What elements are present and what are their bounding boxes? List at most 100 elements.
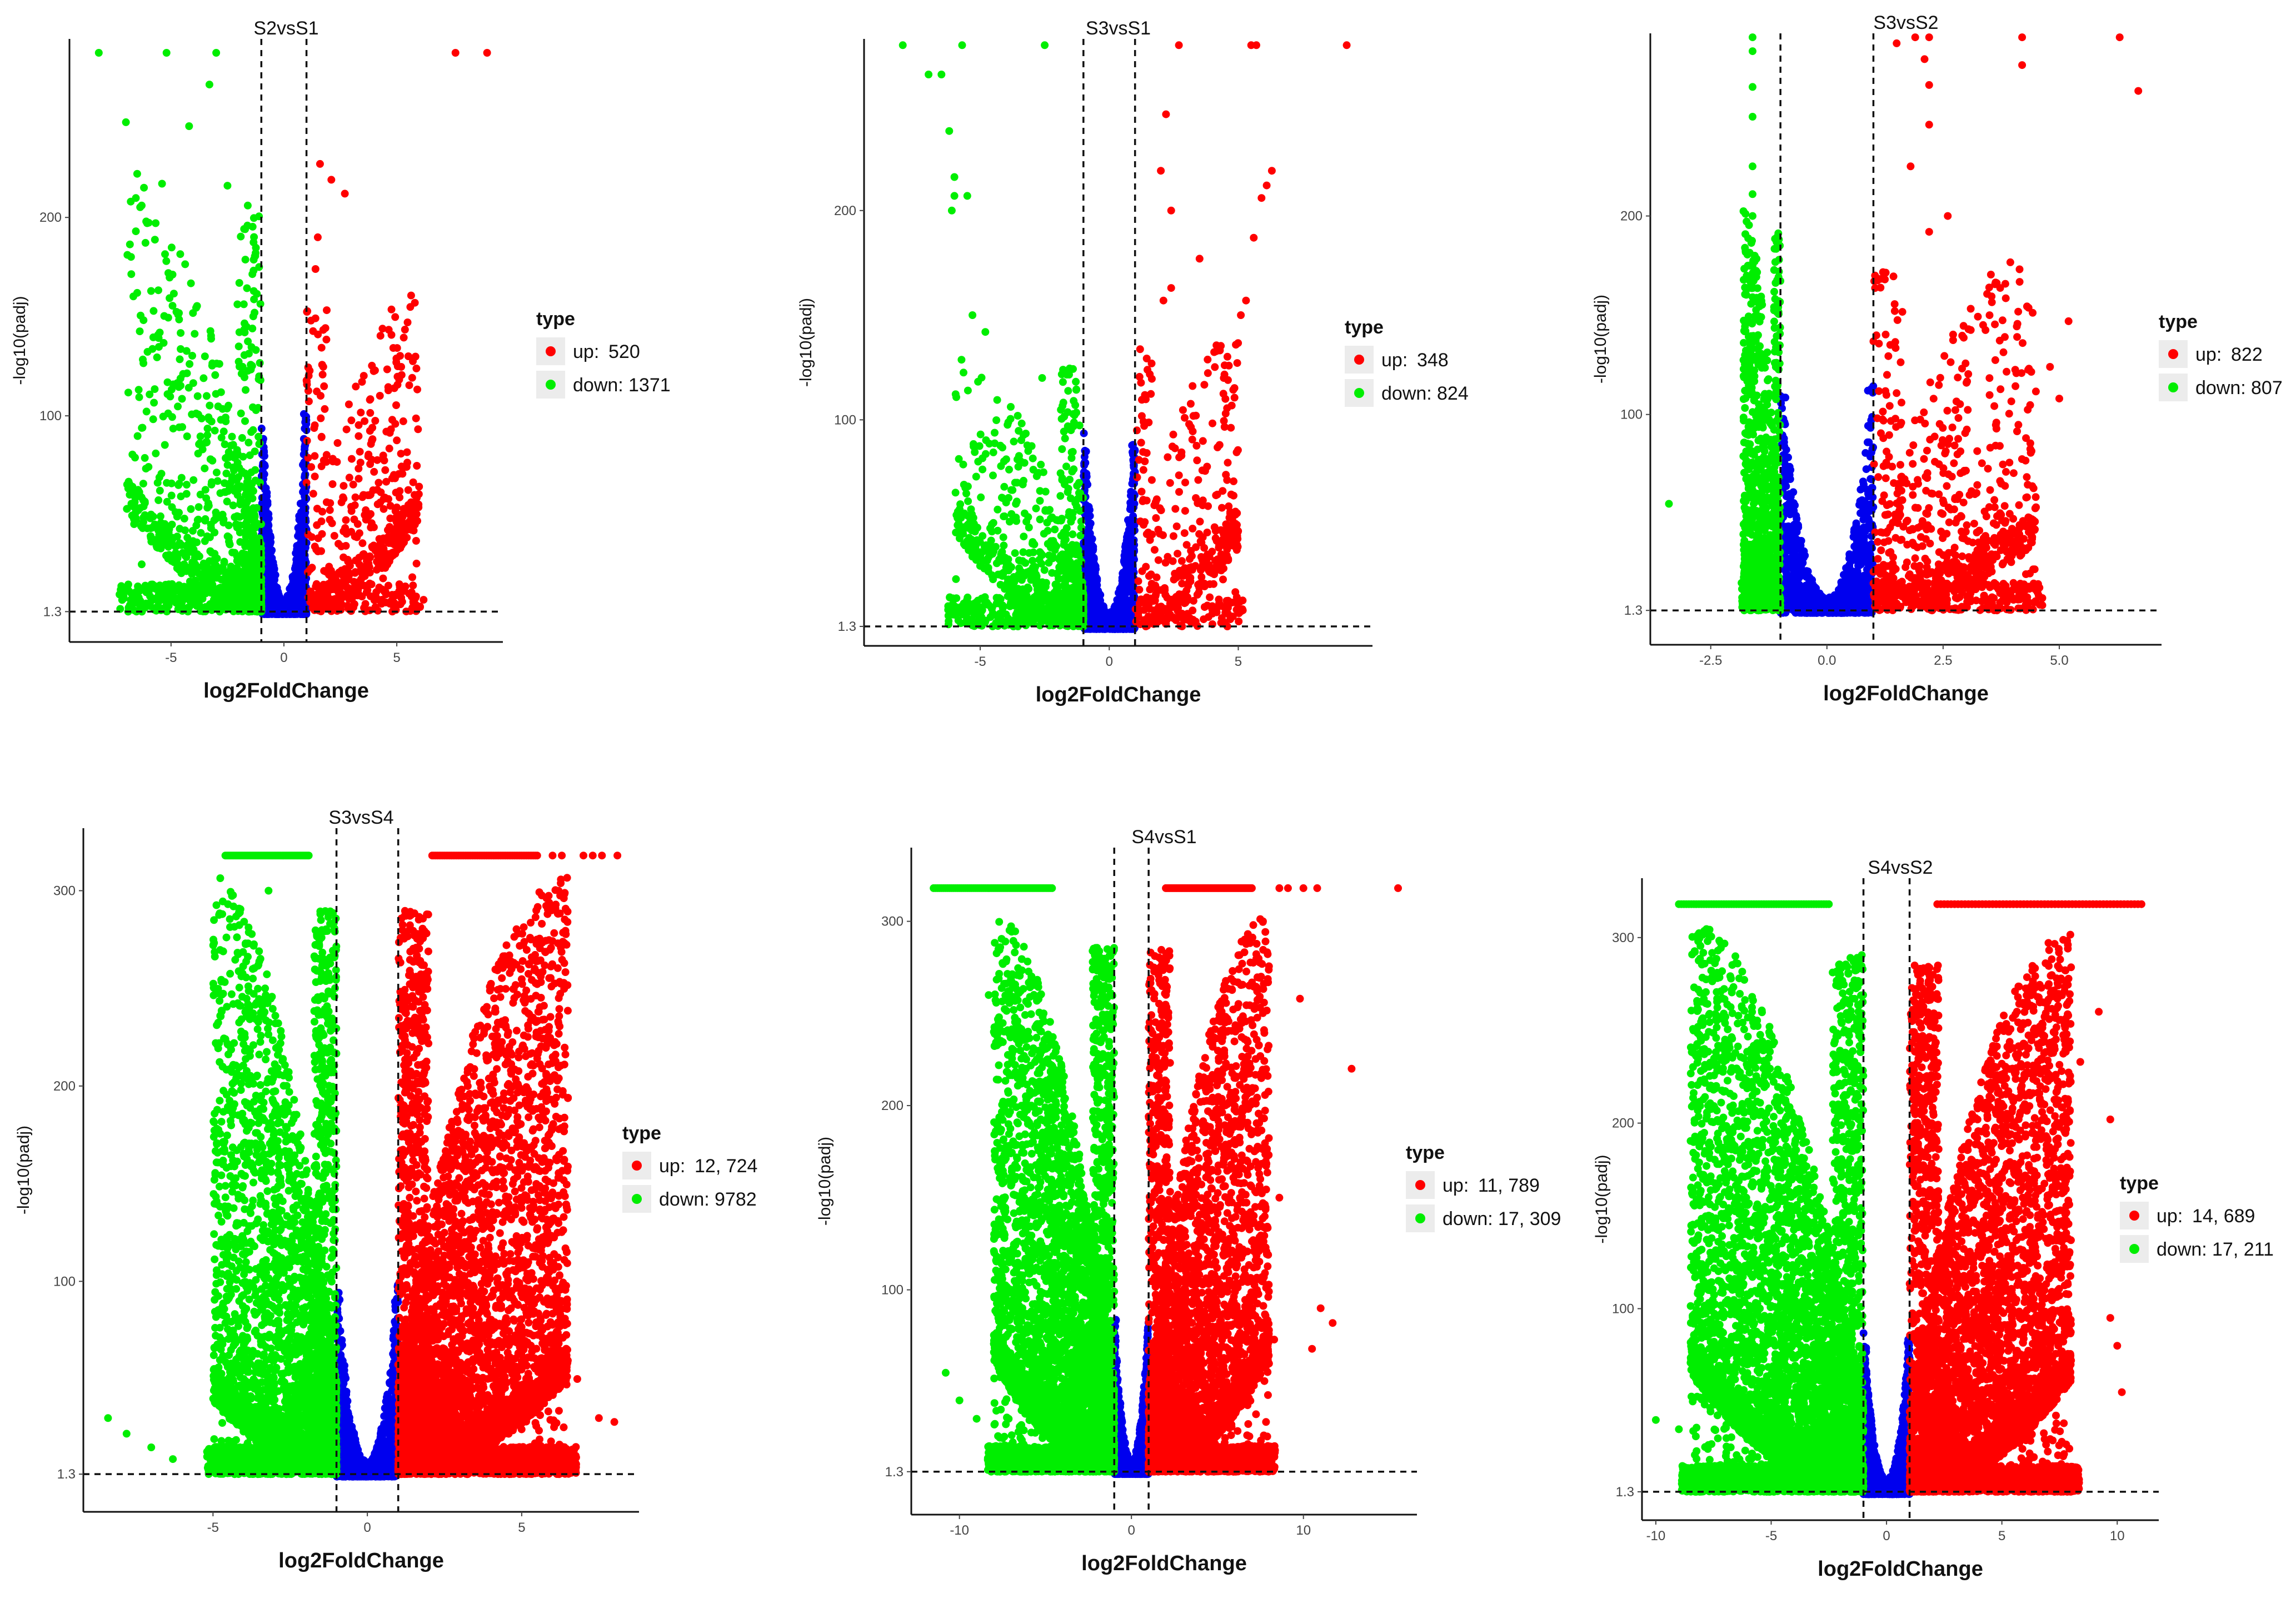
down-point [166,273,173,281]
down-point [227,442,235,450]
down-point [208,549,216,556]
down-point [142,465,150,472]
down-point [186,360,193,368]
down-point [191,554,199,561]
down-point [124,604,132,611]
down-point [226,540,233,548]
down-point [131,454,139,461]
down-point [199,570,207,578]
down-point [213,469,221,476]
down-point [183,370,191,377]
down-point [177,329,184,337]
down-point [159,412,167,420]
down-point [181,552,189,560]
down-point [158,180,166,188]
down-point [211,516,218,524]
down-point [176,355,184,363]
down-point [248,495,256,502]
down-point [173,512,181,520]
down-point [165,551,173,559]
down-point [146,515,154,522]
down-point [152,450,159,457]
down-point [168,386,176,394]
down-point [188,585,196,593]
down-point [151,385,158,393]
nosig-point [276,593,283,601]
down-point [156,542,163,550]
down-point [203,431,211,439]
nosig-point [267,538,274,546]
down-point [163,479,171,487]
down-point [132,227,140,235]
down-point [162,257,170,265]
down-point [243,285,251,292]
down-point [135,386,143,394]
down-point [187,280,195,287]
down-point [206,402,213,410]
down-point [206,81,213,88]
down-point [248,596,256,604]
down-point [233,301,241,308]
down-point [205,502,213,510]
down-point [249,487,257,495]
down-point [148,524,156,532]
down-point [223,454,231,461]
down-point [244,555,252,562]
down-point [160,593,168,600]
down-point [217,389,225,396]
down-point [222,470,230,477]
down-point [243,532,251,540]
down-point [153,354,161,361]
down-point [163,49,171,57]
down-point [142,217,150,225]
down-point [175,566,183,574]
down-point [251,309,258,317]
down-point [178,474,186,482]
down-point [147,603,154,610]
down-point [191,330,198,338]
down-point [144,348,152,356]
down-point [136,327,144,335]
down-point [247,545,255,552]
down-point [141,498,149,506]
down-point [210,596,218,604]
down-point [133,170,141,178]
down-point [147,287,155,295]
down-point [231,513,238,521]
down-point [178,593,186,601]
down-point [136,394,143,401]
down-point [130,503,138,511]
down-point [193,539,201,546]
down-point [184,604,192,611]
down-point [127,270,135,278]
down-point [166,294,173,302]
down-point [210,574,218,582]
down-point [165,529,173,536]
down-point [237,482,244,490]
down-point [134,432,142,440]
down-point [251,252,259,260]
down-point [189,560,197,568]
down-point [181,515,188,522]
nosig-point [295,563,302,571]
down-point [134,583,142,590]
down-point [197,529,205,537]
down-point [236,521,244,529]
down-point [161,441,169,449]
down-point [199,374,207,382]
down-point [242,256,249,263]
down-point [212,509,220,516]
down-point [123,251,131,259]
nosig-point [302,418,310,426]
down-point [203,438,211,446]
down-point [138,560,146,568]
down-point [175,602,183,610]
down-point [229,595,237,603]
down-point [183,432,191,440]
up-point [370,468,378,476]
down-point [238,467,246,475]
down-point [161,250,169,258]
down-point [181,260,189,268]
down-point [244,337,252,345]
